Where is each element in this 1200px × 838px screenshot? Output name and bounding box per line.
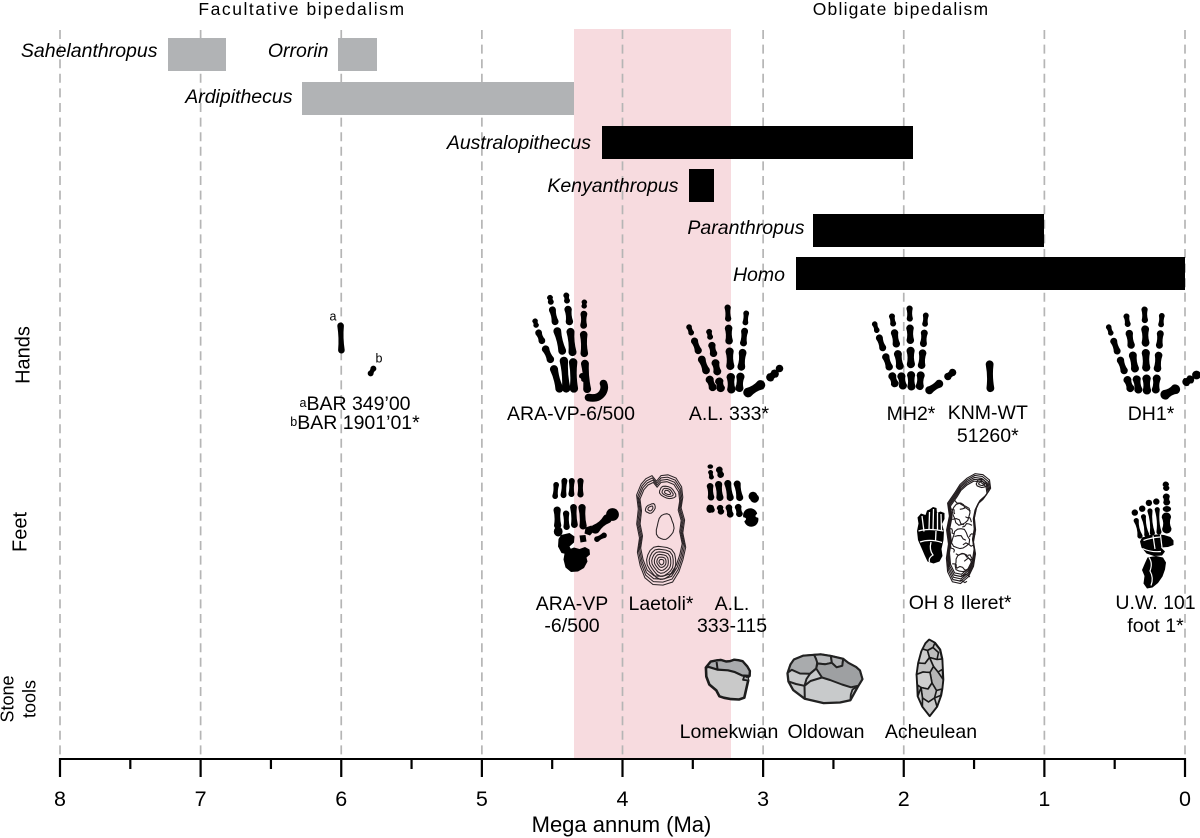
svg-text:b: b [376,352,383,366]
svg-text:a: a [330,310,337,324]
